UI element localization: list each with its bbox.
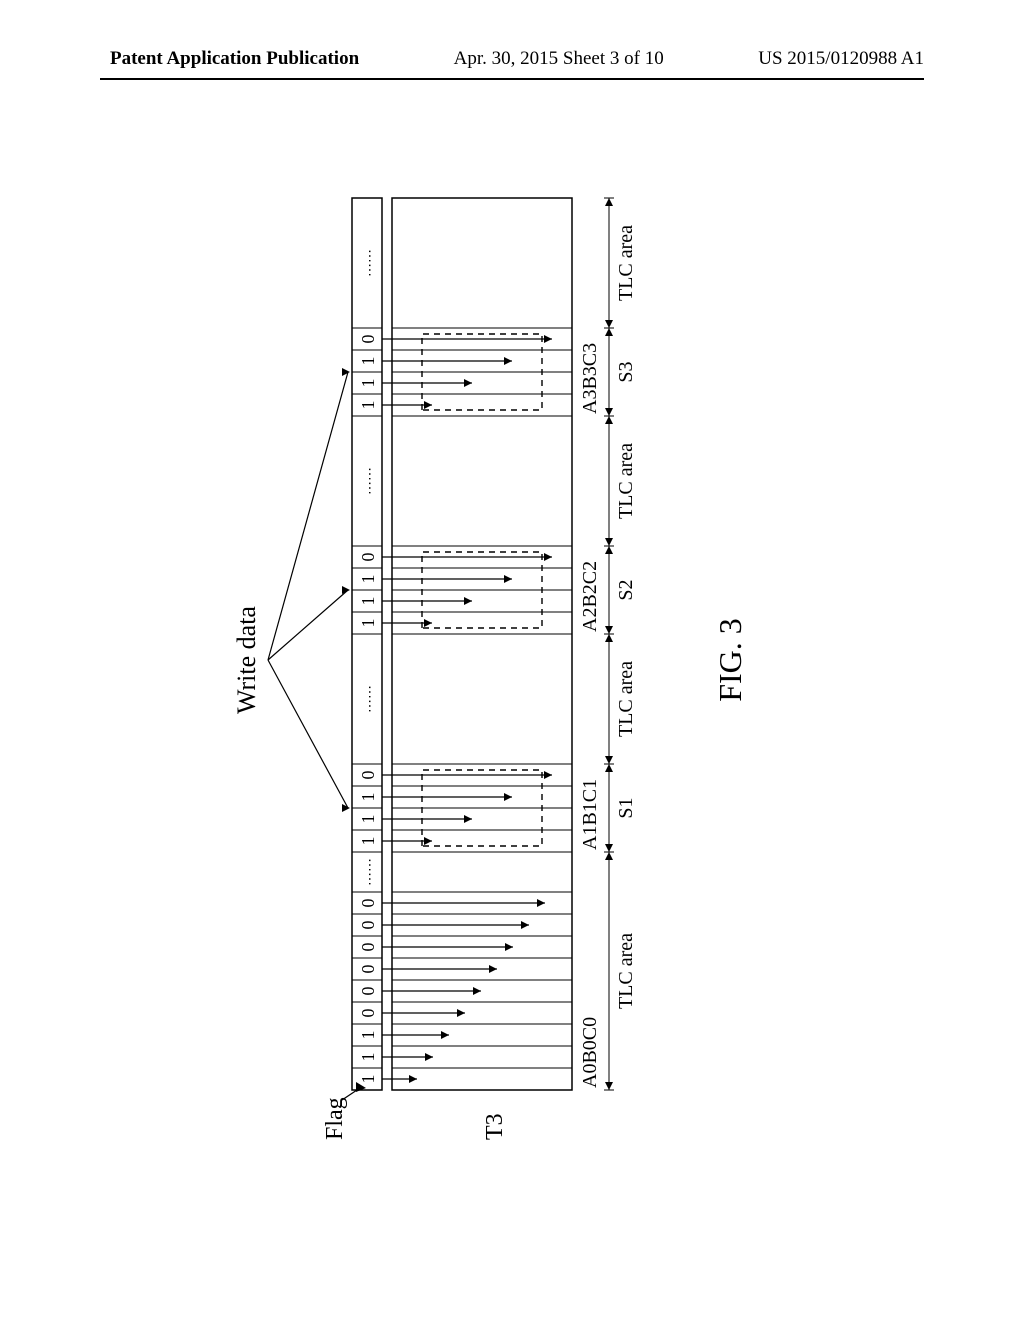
svg-text:1: 1 [358, 357, 378, 366]
svg-text:0: 0 [358, 965, 378, 974]
svg-text:⋯⋯: ⋯⋯ [363, 858, 378, 886]
svg-text:0: 0 [358, 553, 378, 562]
svg-text:0: 0 [358, 943, 378, 952]
page: Patent Application Publication Apr. 30, … [0, 0, 1024, 1320]
svg-text:TLC area: TLC area [615, 933, 637, 1009]
svg-text:S3: S3 [615, 361, 637, 382]
svg-text:0: 0 [358, 771, 378, 780]
svg-text:⋯⋯: ⋯⋯ [363, 685, 378, 713]
header-rule [100, 78, 924, 80]
svg-text:A2B2C2: A2B2C2 [579, 561, 601, 632]
svg-text:⋯⋯: ⋯⋯ [363, 467, 378, 495]
svg-text:A1B1C1: A1B1C1 [579, 779, 601, 850]
header-center: Apr. 30, 2015 Sheet 3 of 10 [454, 48, 664, 70]
svg-text:1: 1 [358, 837, 378, 846]
figure: Write data Flag T3 FIG. 3 111000000⋯⋯111… [232, 150, 792, 1170]
page-header: Patent Application Publication Apr. 30, … [0, 48, 1024, 70]
svg-text:0: 0 [358, 899, 378, 908]
svg-text:S2: S2 [615, 579, 637, 600]
svg-text:TLC area: TLC area [615, 443, 637, 519]
svg-text:A0B0C0: A0B0C0 [579, 1017, 601, 1088]
svg-text:1: 1 [358, 1075, 378, 1084]
svg-text:1: 1 [358, 597, 378, 606]
diagram-svg: 1 1 1 0 0 0 0 0 0 ⋯⋯ 1 1 1 0 ⋯⋯ 1 1 1 0 ⋯⋯ 1 1 1 0 ⋯⋯ A0B0C0 TLC … [232, 150, 792, 1170]
svg-text:1: 1 [358, 401, 378, 410]
svg-text:S1: S1 [615, 797, 637, 818]
svg-text:1: 1 [358, 575, 378, 584]
header-left: Patent Application Publication [110, 48, 359, 70]
svg-text:⋯⋯: ⋯⋯ [363, 249, 378, 277]
svg-text:0: 0 [358, 987, 378, 996]
svg-text:1: 1 [358, 1053, 378, 1062]
svg-text:1: 1 [358, 379, 378, 388]
svg-text:0: 0 [358, 335, 378, 344]
figure-container: Write data Flag T3 FIG. 3 111000000⋯⋯111… [232, 150, 792, 1170]
svg-text:A3B3C3: A3B3C3 [579, 343, 601, 414]
svg-text:0: 0 [358, 1009, 378, 1018]
svg-text:1: 1 [358, 1031, 378, 1040]
svg-text:1: 1 [358, 619, 378, 628]
header-right: US 2015/0120988 A1 [758, 48, 924, 70]
svg-text:1: 1 [358, 793, 378, 802]
svg-text:0: 0 [358, 921, 378, 930]
svg-text:TLC area: TLC area [615, 661, 637, 737]
svg-text:TLC area: TLC area [615, 225, 637, 301]
svg-text:1: 1 [358, 815, 378, 824]
